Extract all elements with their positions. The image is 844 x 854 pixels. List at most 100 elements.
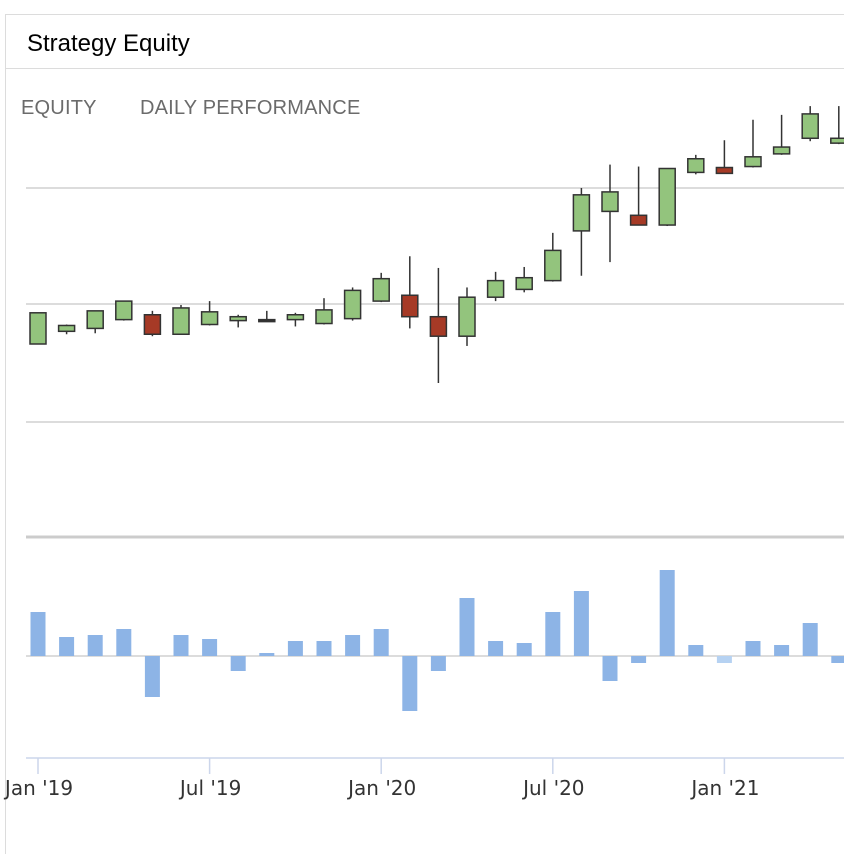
candle [372,272,390,303]
performance-bar [516,643,532,656]
candle-body [429,315,448,337]
candle-body [200,311,219,326]
performance-bar [745,641,761,656]
panel-title: Strategy Equity [27,30,190,57]
candle [629,166,648,226]
x-tick-label: Jan '21 [689,776,759,800]
candle [143,310,162,337]
grid-lines [26,187,844,423]
x-tick-label: Jan '20 [346,776,416,800]
performance-bar [30,612,46,656]
candle [343,287,362,321]
candle-body [629,214,648,226]
candle [172,305,190,335]
candle-body [229,315,247,322]
performance-bar [402,656,418,711]
performance-bar [173,635,189,656]
candle [801,106,819,142]
performance-bar [287,641,303,656]
candle [715,140,734,175]
candle-body [458,296,476,337]
candle-body [515,276,533,291]
candle [286,312,305,327]
candle-body [57,324,76,333]
candle [86,310,104,334]
candle-body [372,277,390,302]
candle [744,119,762,168]
candle-body [486,279,505,298]
candle-body [830,137,844,144]
candle [486,271,505,302]
candle [515,266,533,293]
daily-performance-series [26,570,844,711]
candle [29,312,47,345]
performance-bar [259,653,275,656]
candlestick-series [29,106,844,383]
candle-body [744,156,762,168]
candle-body [115,300,133,321]
candle [658,167,676,227]
performance-bar [774,645,790,656]
candle [687,154,705,175]
candle-body [172,307,190,335]
tab-daily-performance[interactable]: DAILY PERFORMANCE [140,97,361,119]
strategy-equity-panel: Strategy Equity [5,14,844,854]
candle-body [601,191,619,213]
candle [57,324,76,335]
candle [572,188,591,276]
performance-bar [716,656,732,663]
performance-bar [144,656,160,697]
candle-body [658,167,676,226]
candle-body [86,310,104,330]
candle-body [687,158,705,174]
performance-bar [688,645,704,656]
candle [115,300,133,321]
candle-body [715,166,734,175]
x-tick-label: Jul '20 [521,776,584,800]
performance-bar [230,656,246,671]
candle [200,301,219,326]
x-axis: Jan '19 Jul '19 Jan '20 Jul '20 Jan '21 [3,757,844,800]
performance-bar [573,591,589,656]
performance-bar [545,612,561,656]
performance-bar [488,641,504,656]
candle [229,314,247,328]
performance-bar [373,629,389,656]
candle-body [258,318,276,323]
candle [401,256,419,329]
performance-bar [202,639,218,656]
performance-bar [345,635,361,656]
candle-body [801,113,819,140]
tab-equity[interactable]: EQUITY [21,97,97,119]
performance-bar [602,656,618,681]
candle-body [772,146,791,155]
candle-body [286,314,305,321]
candle [830,106,844,145]
candle [258,310,276,323]
performance-bar [430,656,446,671]
candle [544,232,562,282]
candle [458,287,476,346]
performance-bar [802,623,818,656]
performance-bar [659,570,675,656]
x-tick-label: Jan '19 [3,776,73,800]
performance-bar [316,641,332,656]
candle-body [572,194,591,232]
candle-body [401,294,419,318]
candle [315,298,333,325]
performance-bar [459,598,475,656]
candle-body [315,309,333,325]
candle [601,164,619,263]
candle-body [29,312,47,345]
performance-bar [59,637,75,656]
candle-body [343,289,362,320]
performance-bar [831,656,844,663]
candle-body [544,249,562,282]
candle [429,267,448,383]
performance-bar [116,629,132,656]
x-tick-label: Jul '19 [178,776,241,800]
panel-header: Strategy Equity [6,15,844,69]
candle [772,114,791,155]
performance-bar [631,656,647,663]
